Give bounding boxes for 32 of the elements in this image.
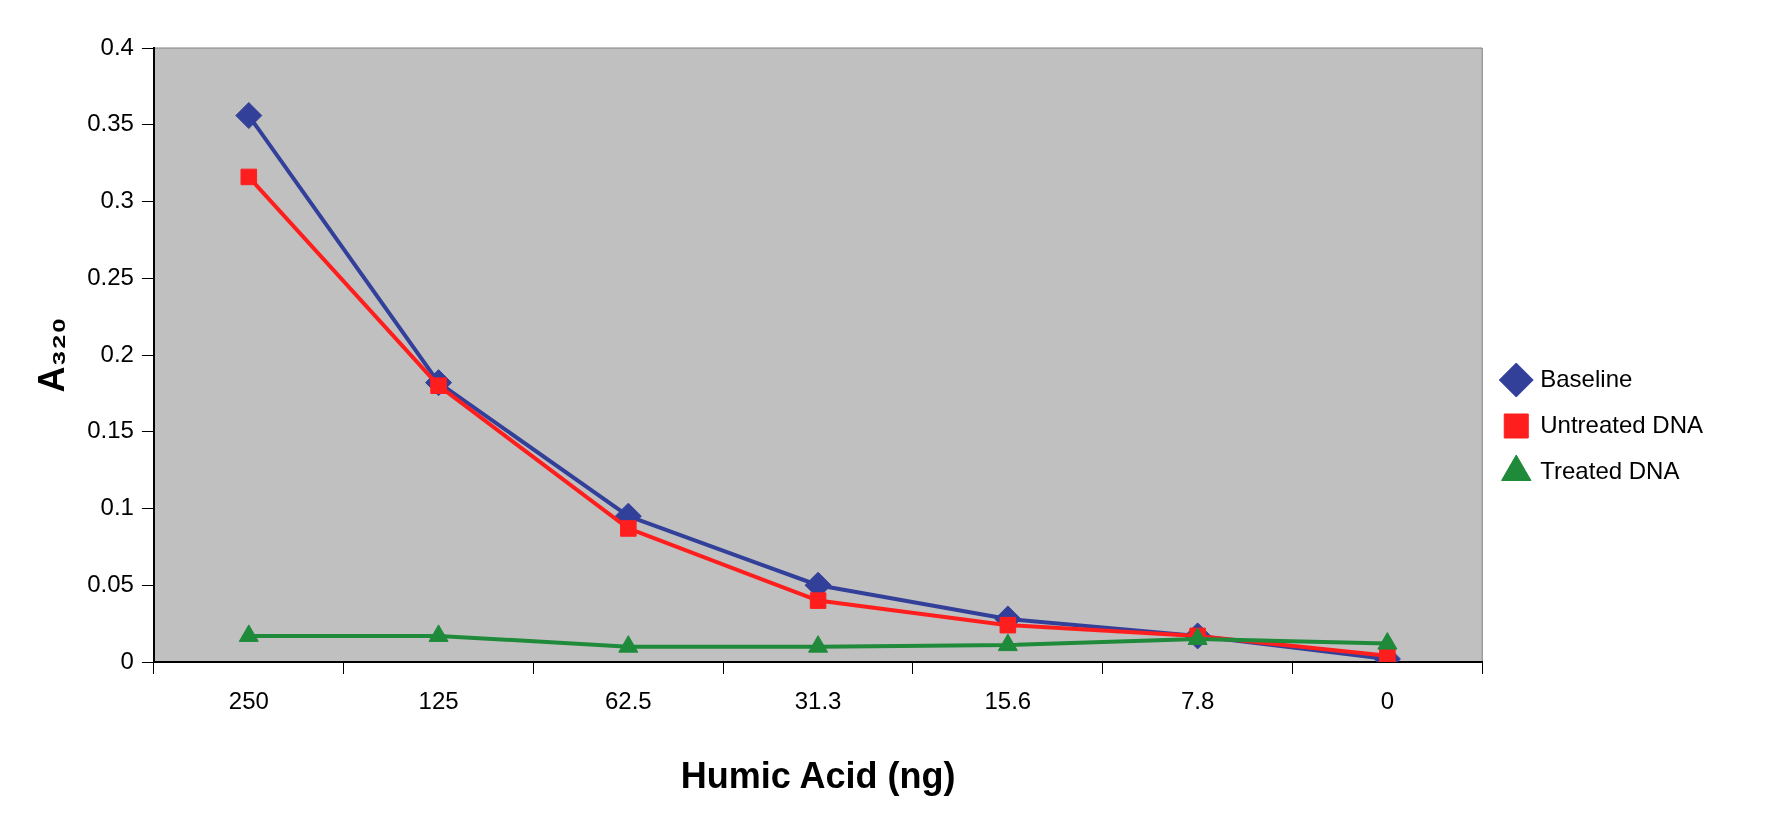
y-tick-label: 0.05 (87, 569, 134, 597)
x-tick-label: 15.6 (984, 687, 1032, 715)
point (1377, 632, 1398, 650)
x-tick-label: 0 (1380, 687, 1395, 715)
point (428, 624, 449, 642)
y-tick-label: 0.2 (100, 339, 134, 367)
y-tick-label: 0.25 (87, 262, 134, 290)
x-tick-label: 250 (228, 687, 269, 715)
y-tick-label: 0 (120, 646, 134, 674)
point (997, 633, 1018, 652)
point (240, 168, 258, 186)
x-tick-label: 125 (418, 687, 459, 715)
x-tick-label: 31.3 (794, 687, 842, 715)
x-axis-title: Humic Acid (ng) (680, 755, 956, 797)
point (618, 635, 639, 653)
point (808, 635, 829, 653)
y-tick-label: 0.1 (100, 493, 134, 521)
y-tick-label: 0.15 (87, 416, 134, 444)
point (620, 520, 637, 537)
legend-label: Treated DNA (1540, 456, 1680, 484)
legend-label: Untreated DNA (1540, 410, 1704, 438)
y-axis-title: A₃₂₀ (30, 317, 72, 393)
x-tick-label: 7.8 (1180, 687, 1215, 715)
point (809, 592, 827, 609)
y-tick-label: 0.35 (87, 109, 134, 137)
y-tick-label: 0.3 (100, 186, 134, 214)
y-tick-label: 0.4 (100, 32, 134, 60)
point (999, 616, 1017, 634)
legend-label: Baseline (1540, 364, 1633, 392)
point (238, 624, 259, 642)
x-tick-label: 62.5 (604, 687, 652, 715)
point (235, 102, 263, 130)
